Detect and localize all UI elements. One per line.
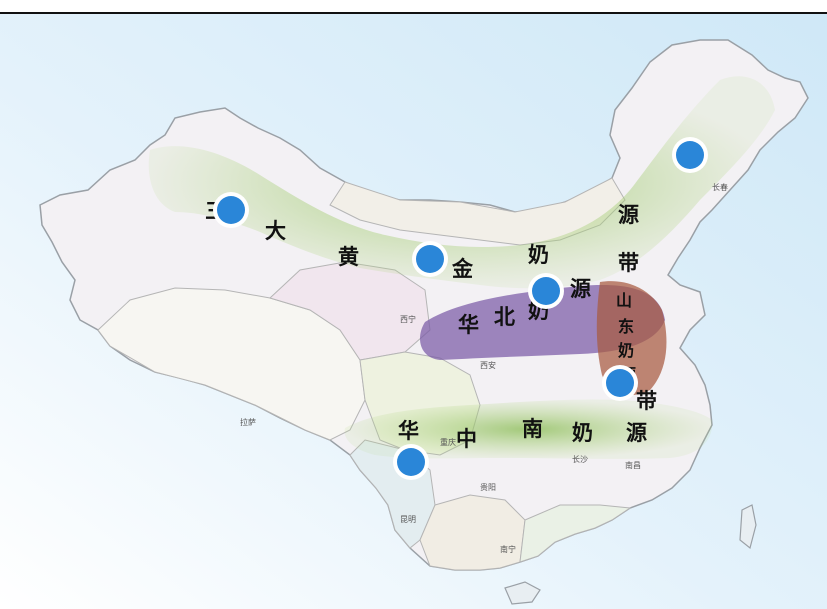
northwest-label-6: 源 (618, 203, 639, 227)
city-label-chongqing: 重庆 (440, 437, 456, 447)
northwest-band (148, 76, 775, 289)
south-central-label-2: 中 (456, 427, 477, 451)
northwest-label-3: 黄 (338, 245, 359, 269)
east-belt-label-5: 带 (636, 389, 657, 413)
northwest-label-5: 奶 (528, 243, 549, 267)
south-central-band (344, 399, 713, 459)
south-central-label-5: 源 (626, 421, 647, 445)
east-belt-label-2: 东 (618, 317, 634, 336)
province-guangxi (419, 494, 526, 571)
city-label-lhasa: 拉萨 (240, 417, 256, 427)
east-belt-label-1: 山 (616, 291, 632, 310)
city-label-kunming: 昆明 (400, 515, 416, 524)
north-china-label-1: 华 (458, 313, 479, 337)
northwest-label-7: 带 (618, 251, 639, 275)
marker-yunnan[interactable] (393, 444, 429, 480)
south-central-label-3: 南 (522, 417, 543, 441)
island-taiwan (739, 504, 757, 550)
city-label-xining: 西宁 (400, 314, 416, 324)
south-central-label-1: 华 (398, 419, 419, 443)
city-label-changchun: 长春 (712, 182, 728, 192)
marker-northeast[interactable] (672, 137, 708, 173)
marker-xinjiang[interactable] (213, 192, 249, 228)
north-china-label-4: 源 (570, 277, 591, 301)
city-label-guiyang: 贵阳 (480, 482, 496, 492)
top-border (0, 0, 827, 14)
marker-shanxi[interactable] (528, 273, 564, 309)
city-label-changsha: 长沙 (572, 454, 588, 464)
city-label-nanchang: 南昌 (625, 460, 641, 470)
city-label-xian: 西安 (480, 360, 496, 370)
marker-anhui[interactable] (602, 365, 638, 401)
east-belt-label-3: 奶 (618, 341, 634, 360)
northwest-label-2: 大 (265, 219, 286, 243)
map-container[interactable]: 西宁 西安 拉萨 昆明 长沙 南昌 贵阳 南宁 长春 重庆 三 大 黄 金 奶 … (0, 14, 827, 609)
island-hainan (504, 581, 541, 605)
china-dairy-map[interactable]: 西宁 西安 拉萨 昆明 长沙 南昌 贵阳 南宁 长春 重庆 三 大 黄 金 奶 … (0, 14, 827, 609)
north-china-label-2: 北 (494, 305, 515, 329)
northwest-label-4: 金 (451, 257, 474, 281)
province-guangdong (519, 504, 632, 563)
south-central-label-4: 奶 (572, 421, 593, 445)
city-label-nanning: 南宁 (500, 544, 516, 554)
marker-ningxia[interactable] (412, 241, 448, 277)
